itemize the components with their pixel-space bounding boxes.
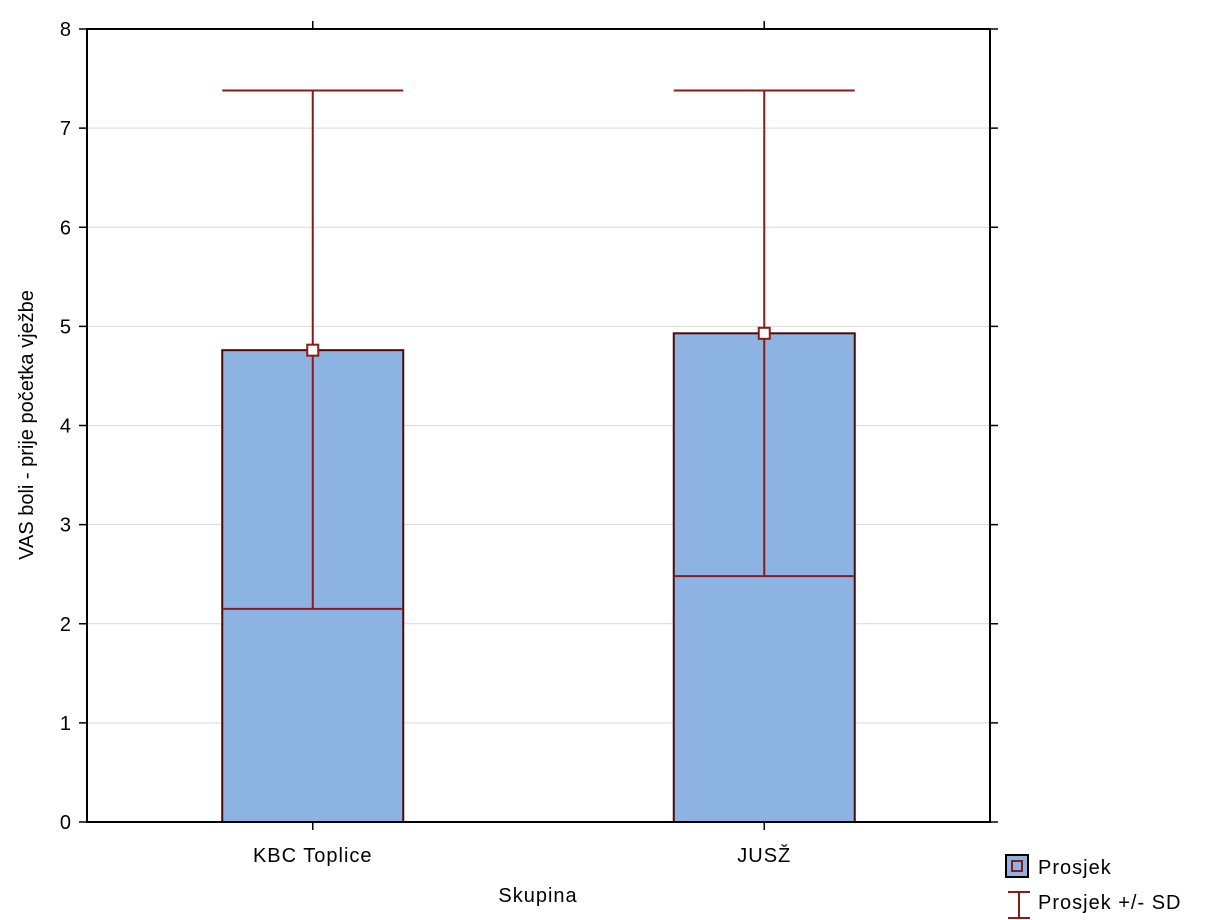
y-tick-label: 7 <box>60 118 71 140</box>
legend-mean-label: Prosjek <box>1038 857 1112 879</box>
legend: Prosjek Prosjek +/- SD <box>1005 854 1181 919</box>
y-tick-label: 6 <box>60 217 71 239</box>
y-tick-label: 5 <box>60 316 71 338</box>
mean-marker <box>306 343 320 357</box>
x-axis-label: Skupina <box>498 885 577 907</box>
x-axis-ticks: KBC Toplice JUSŽ <box>253 21 791 867</box>
sd-whiskers <box>222 89 855 610</box>
x-tick-label: JUSŽ <box>737 844 791 867</box>
y-axis-ticks: 0 1 2 3 4 5 6 7 8 <box>60 19 998 834</box>
legend-mean-swatch <box>1005 854 1029 878</box>
y-tick-label: 4 <box>60 416 71 438</box>
x-tick-label: KBC Toplice <box>253 845 373 867</box>
y-tick-label: 1 <box>60 713 71 735</box>
legend-sd-label: Prosjek +/- SD <box>1038 892 1181 914</box>
legend-sd-whisker-icon <box>1008 891 1030 919</box>
y-tick-label: 0 <box>60 812 71 834</box>
y-tick-label: 3 <box>60 515 71 537</box>
y-tick-label: 2 <box>60 614 71 636</box>
bars <box>221 332 856 823</box>
y-axis-label: VAS boli - prije početka vježbe <box>16 290 38 560</box>
y-tick-label: 8 <box>60 19 71 41</box>
mean-marker <box>757 326 771 340</box>
